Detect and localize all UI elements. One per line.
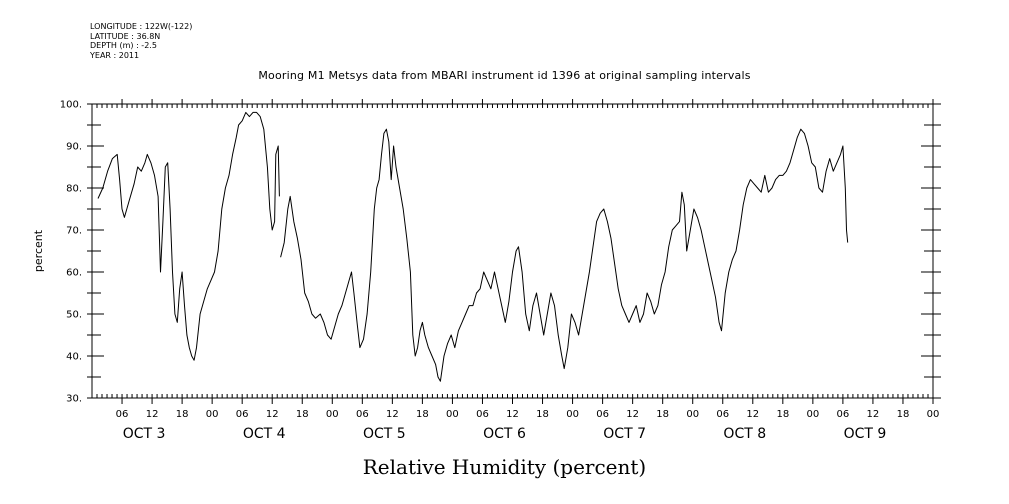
x-tick-label: 12 xyxy=(146,409,159,420)
x-tick-label: 12 xyxy=(506,409,519,420)
x-tick-label: 00 xyxy=(686,409,699,420)
x-tick-label: 18 xyxy=(897,409,910,420)
y-tick-label: 30. xyxy=(66,394,82,405)
day-label: OCT 6 xyxy=(483,426,526,442)
y-tick-label: 100. xyxy=(60,100,82,111)
x-axis-label: Relative Humidity (percent) xyxy=(362,455,647,479)
day-label: OCT 5 xyxy=(363,426,406,442)
meta-latitude: LATITUDE : 36.8N xyxy=(90,31,161,41)
x-tick-label: 12 xyxy=(867,409,880,420)
y-tick-label: 80. xyxy=(66,184,82,195)
meta-longitude: LONGITUDE : 122W(-122) xyxy=(90,22,193,31)
x-tick-label: 18 xyxy=(536,409,549,420)
x-tick-label: 06 xyxy=(476,409,489,420)
x-tick-label: 00 xyxy=(326,409,339,420)
day-label: OCT 8 xyxy=(723,426,766,442)
humidity-series-line xyxy=(280,128,849,382)
y-tick-label: 60. xyxy=(66,268,82,279)
x-tick-label: 06 xyxy=(356,409,369,420)
x-tick-label: 12 xyxy=(266,409,279,420)
y-tick-label: 40. xyxy=(66,352,82,363)
meta-year: YEAR : 2011 xyxy=(90,50,140,60)
x-tick-label: 12 xyxy=(386,409,399,420)
x-tick-label: 12 xyxy=(746,409,759,420)
x-tick-label: 06 xyxy=(716,409,729,420)
x-tick-label: 18 xyxy=(296,409,309,420)
x-tick-label: 18 xyxy=(416,409,429,420)
meta-depth: DEPTH (m) : -2.5 xyxy=(90,41,157,50)
x-tick-label: 18 xyxy=(656,409,669,420)
y-tick-label: 50. xyxy=(66,310,82,321)
x-tick-label: 00 xyxy=(806,409,819,420)
x-tick-label: 18 xyxy=(776,409,789,420)
x-tick-label: 00 xyxy=(446,409,459,420)
x-tick-label: 06 xyxy=(116,409,129,420)
day-label: OCT 3 xyxy=(123,426,166,442)
humidity-series-line xyxy=(97,111,280,361)
x-tick-label: 18 xyxy=(176,409,189,420)
x-tick-label: 06 xyxy=(236,409,249,420)
x-tick-label: 12 xyxy=(626,409,639,420)
day-label: OCT 4 xyxy=(243,426,286,442)
y-tick-label: 90. xyxy=(66,142,82,153)
x-tick-label: 06 xyxy=(596,409,609,420)
y-tick-label: 70. xyxy=(66,226,82,237)
day-label: OCT 9 xyxy=(844,426,887,442)
y-axis-label: percent xyxy=(32,229,45,272)
x-tick-label: 00 xyxy=(927,409,940,420)
chart-title: Mooring M1 Metsys data from MBARI instru… xyxy=(258,69,751,82)
x-tick-label: 00 xyxy=(566,409,579,420)
x-tick-label: 00 xyxy=(206,409,219,420)
station-metadata: LONGITUDE : 122W(-122) LATITUDE : 36.8N … xyxy=(90,22,192,60)
day-label: OCT 7 xyxy=(603,426,646,442)
x-tick-label: 06 xyxy=(837,409,850,420)
